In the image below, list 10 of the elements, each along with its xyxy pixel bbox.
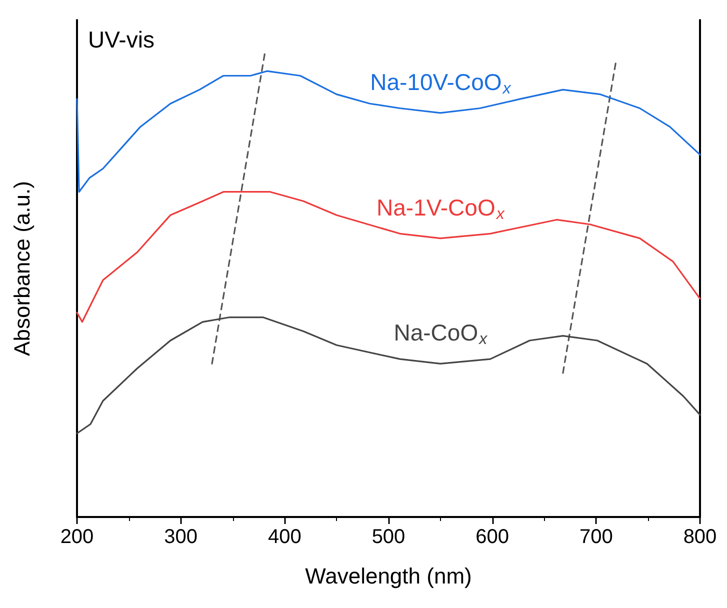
y-axis-title: Absorbance (a.u.)	[10, 181, 34, 356]
x-tick-label: 800	[683, 526, 717, 548]
x-tick-label: 500	[372, 526, 406, 548]
x-tick-label: 200	[60, 526, 94, 548]
text: UV-vis	[88, 26, 154, 52]
x-axis-title: Wavelength (nm)	[305, 564, 472, 588]
x-tick-label: 300	[164, 526, 198, 548]
x-tick-label: 600	[476, 526, 510, 548]
x-tick-label: 400	[268, 526, 302, 548]
x-tick-label: 700	[579, 526, 613, 548]
